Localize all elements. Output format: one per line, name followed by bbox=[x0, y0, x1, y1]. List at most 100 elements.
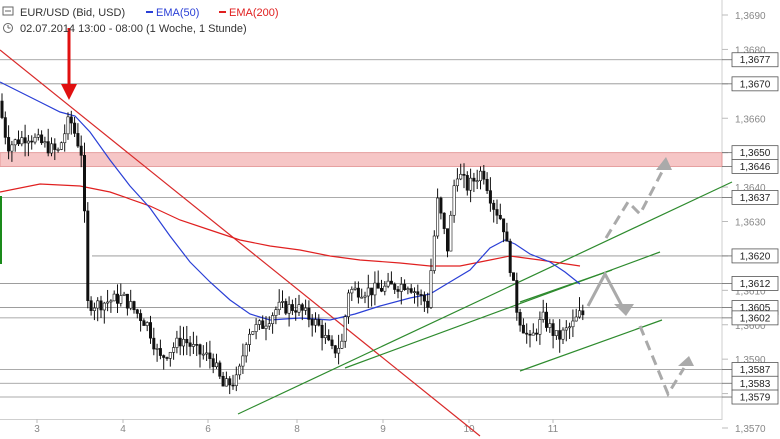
level-label-box bbox=[731, 76, 779, 92]
chart-subtitle: 02.07.2014 13:00 - 08:00 (1 Woche, 1 Stu… bbox=[20, 23, 247, 35]
y-tick-label: 1,3680 bbox=[735, 45, 766, 56]
y-tick-label: 1,3640 bbox=[735, 183, 766, 194]
candle-body bbox=[218, 362, 222, 377]
scenario-dashed-down-path bbox=[638, 325, 686, 398]
level-label-box bbox=[731, 190, 779, 205]
candle-body bbox=[482, 170, 486, 180]
candle-body bbox=[518, 312, 522, 326]
candle-body bbox=[69, 116, 73, 124]
candle-body bbox=[238, 365, 242, 376]
x-tick-label: 10 bbox=[463, 424, 475, 435]
candle-body bbox=[36, 134, 40, 138]
candle-body bbox=[149, 322, 153, 339]
candle-body bbox=[116, 293, 120, 304]
price-level-labels: 1,3677 1,3670 1,3650 1,3646 1,3637 1,3620 1,36… bbox=[722, 52, 779, 405]
y-tick-label: 1,3630 bbox=[735, 218, 766, 229]
x-tick-label: 11 bbox=[548, 424, 559, 435]
x-tick-label: 8 bbox=[294, 424, 300, 435]
candle-body bbox=[399, 283, 403, 292]
scenario-solid-path bbox=[586, 270, 624, 307]
clock-icon bbox=[3, 23, 13, 33]
candle-body bbox=[89, 300, 93, 311]
candle-body bbox=[125, 293, 129, 309]
candle-body bbox=[492, 202, 496, 210]
red-arrow-head bbox=[61, 84, 77, 100]
candle-body bbox=[346, 292, 350, 317]
candle-body bbox=[155, 348, 159, 350]
candle-body bbox=[571, 320, 575, 328]
candle-body bbox=[23, 137, 27, 144]
candle-body bbox=[416, 291, 420, 295]
candle-body bbox=[139, 313, 143, 321]
candle-body bbox=[548, 323, 552, 328]
candle-body bbox=[86, 210, 90, 301]
candle-body bbox=[304, 307, 308, 311]
candle-body bbox=[511, 272, 515, 281]
candle-body bbox=[294, 310, 298, 313]
x-tick-label: 3 bbox=[34, 424, 40, 435]
symbol-title: EUR/USD (Bid, USD) bbox=[20, 7, 125, 19]
candle-body bbox=[228, 378, 232, 386]
candle-body bbox=[224, 378, 228, 387]
candle-body bbox=[327, 335, 331, 341]
candle-body bbox=[554, 330, 558, 336]
candle-body bbox=[264, 325, 268, 329]
candle-body bbox=[459, 173, 463, 180]
candle-body bbox=[99, 300, 103, 311]
candle-body bbox=[198, 344, 202, 355]
candle-body bbox=[386, 280, 390, 287]
level-label-box bbox=[731, 52, 779, 68]
candle-body bbox=[495, 209, 499, 216]
x-axis-ticks: 3 4 6 8 9 10 11 bbox=[34, 419, 559, 435]
candle-body bbox=[142, 320, 146, 326]
candle-body bbox=[234, 374, 238, 386]
candle-body bbox=[76, 133, 80, 147]
candle-body bbox=[33, 136, 37, 143]
candle-body bbox=[330, 339, 334, 346]
candle-body bbox=[363, 295, 367, 298]
candle-body bbox=[581, 310, 585, 316]
level-label-box bbox=[731, 276, 779, 291]
candle-body bbox=[498, 214, 502, 220]
level-label: 1,3583 bbox=[740, 379, 771, 390]
candle-body bbox=[172, 347, 176, 353]
candle-body bbox=[175, 337, 179, 348]
candle-body bbox=[409, 288, 413, 293]
resistance-zone-layer bbox=[0, 152, 723, 167]
candle-body bbox=[389, 280, 393, 285]
menu-toggle-icon[interactable] bbox=[2, 6, 14, 16]
candle-body bbox=[13, 139, 17, 146]
candle-body bbox=[419, 294, 423, 296]
candle-body bbox=[221, 375, 225, 387]
candle-body bbox=[449, 214, 453, 252]
candle-body bbox=[313, 319, 317, 326]
candle-body bbox=[297, 304, 301, 313]
candle-body bbox=[145, 322, 149, 326]
candle-body bbox=[215, 362, 219, 368]
candle-body bbox=[244, 344, 248, 357]
candle-body bbox=[439, 197, 443, 214]
candle-body bbox=[564, 327, 568, 331]
candle-body bbox=[92, 307, 96, 311]
level-label: 1,3637 bbox=[740, 193, 771, 204]
candle-body bbox=[396, 289, 400, 292]
level-label: 1,3650 bbox=[740, 148, 771, 159]
candle-body bbox=[152, 337, 156, 350]
candle-body bbox=[122, 293, 126, 296]
candle-body bbox=[393, 283, 397, 290]
level-label: 1,3646 bbox=[740, 162, 771, 173]
candle-body bbox=[0, 100, 4, 118]
candles-layer bbox=[0, 93, 585, 395]
candle-body bbox=[63, 133, 67, 144]
candle-body bbox=[132, 301, 136, 311]
candle-body bbox=[43, 141, 47, 144]
candle-body bbox=[383, 285, 387, 292]
candle-body bbox=[488, 190, 492, 204]
candle-body bbox=[271, 315, 275, 324]
horizontal-levels-layer bbox=[0, 59, 722, 398]
candle-body bbox=[185, 338, 189, 344]
candle-body bbox=[106, 301, 110, 304]
resistance-zone bbox=[0, 152, 723, 167]
candle-body bbox=[248, 333, 252, 345]
